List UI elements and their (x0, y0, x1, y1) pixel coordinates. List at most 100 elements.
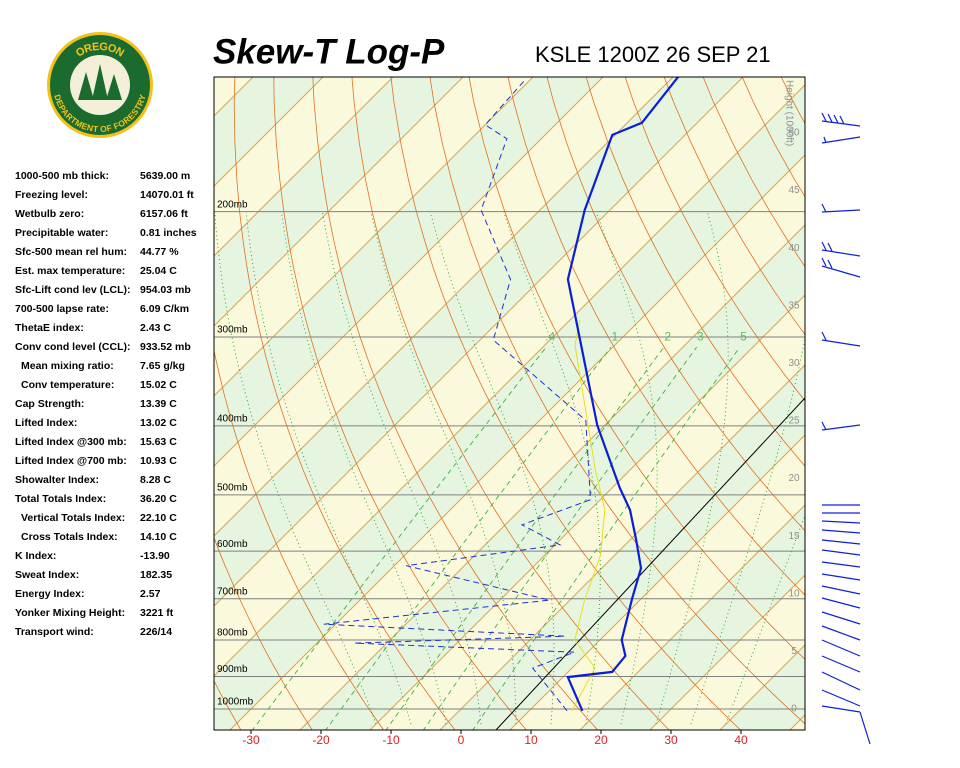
isotherm-band (790, 715, 805, 730)
isotherm (789, 714, 805, 730)
x-tick-label: 40 (734, 733, 748, 747)
height-tick-label: 10 (788, 588, 800, 599)
index-value: 5639.00 m (140, 170, 190, 182)
logo-top: OREGON (74, 41, 126, 60)
mixing-ratio-label: 2 (664, 329, 671, 343)
height-tick-label: 35 (788, 300, 800, 311)
index-label: Energy Index: (15, 588, 84, 600)
index-value: 8.28 C (140, 474, 171, 486)
index-value: 14.10 C (140, 531, 177, 543)
index-value: 7.65 g/kg (140, 360, 185, 372)
index-label: Sfc-500 mean rel hum: (15, 246, 127, 258)
isotherm (214, 77, 464, 327)
height-tick-label: 50 (788, 128, 800, 139)
index-label: Cross Totals Index: (21, 531, 118, 543)
index-label: Freezing level: (15, 189, 88, 201)
mixing-ratio-line (422, 346, 698, 730)
pressure-label: 400mb (217, 414, 248, 425)
isotherm (229, 154, 805, 730)
index-value: 13.39 C (140, 398, 177, 410)
moist-adiabat (245, 211, 412, 725)
isotherm (852, 0, 960, 738)
isotherm (649, 574, 805, 730)
index-value: 2.43 C (140, 322, 171, 334)
index-label: Sfc-Lift cond lev (LCL): (15, 284, 131, 296)
index-value: 22.10 C (140, 512, 177, 524)
x-tick-label: 20 (594, 733, 608, 747)
height-tick-label: 20 (788, 473, 800, 484)
index-value: 15.02 C (140, 379, 177, 391)
isotherm (369, 294, 805, 730)
indices-table: 1000-500 mb thick: 5639.00 m Freezing leve… (15, 170, 197, 638)
dry-adiabat (663, 77, 805, 336)
isotherm (214, 77, 394, 257)
pressure-label: 600mb (217, 539, 248, 550)
mixing-ratio-line (385, 346, 665, 730)
index-label: Lifted Index @300 mb: (15, 436, 127, 448)
index-label: Transport wind: (15, 626, 94, 638)
mixing-ratio-label: .4 (545, 329, 555, 343)
index-value: 954.03 mb (140, 284, 191, 296)
temperature-line (566, 77, 680, 712)
index-value: 0.81 inches (140, 227, 197, 239)
index-value: 10.93 C (140, 455, 177, 467)
x-tick-label: 0 (458, 733, 465, 747)
x-tick-label: -20 (312, 733, 330, 747)
pressure-label: 800mb (217, 628, 248, 639)
logo: OREGON DEPARTMENT OF FORESTRY (47, 32, 153, 138)
dry-adiabat (820, 0, 960, 739)
mixing-ratio-line (251, 346, 547, 730)
isotherm (214, 77, 744, 607)
moist-adiabat (503, 211, 601, 725)
dewpoint-line (323, 80, 592, 712)
index-value: 2.57 (140, 588, 161, 600)
dry-adiabat (546, 77, 805, 532)
index-label: Mean mixing ratio: (21, 360, 114, 372)
moist-adiabat (214, 211, 377, 725)
dry-adiabat (856, 0, 960, 739)
index-value: -13.90 (140, 550, 170, 562)
index-label: Conv temperature: (21, 379, 114, 391)
height-tick-label: 5 (791, 646, 797, 657)
index-label: ThetaE index: (15, 322, 84, 334)
index-label: Showalter Index: (15, 474, 99, 486)
wind-barbs (821, 112, 871, 745)
dry-adiabat (624, 77, 805, 402)
isotherm (214, 77, 604, 467)
index-value: 15.63 C (140, 436, 177, 448)
height-axis-label: Height (1000ft) (783, 80, 794, 146)
index-value: 44.77 % (140, 246, 179, 258)
isotherm-band (214, 77, 805, 676)
index-value: 6157.06 ft (140, 208, 188, 220)
x-tick-label: -10 (382, 733, 400, 747)
reference-line (495, 397, 805, 730)
dry-adiabat (585, 77, 805, 467)
moist-adiabat (429, 211, 555, 725)
pressure-label: 900mb (217, 664, 248, 675)
dry-adiabat (214, 679, 242, 730)
x-tick-label: 10 (524, 733, 538, 747)
height-tick-label: 25 (788, 416, 800, 427)
index-label: Cap Strength: (15, 398, 84, 410)
index-label: K Index: (15, 550, 56, 562)
wetbulb-line (571, 319, 606, 712)
mixing-ratio-line (472, 346, 741, 730)
index-label: Lifted Index @700 mb: (15, 455, 127, 467)
index-value: 13.02 C (140, 417, 177, 429)
isotherm (439, 364, 805, 730)
isotherm-band (214, 85, 805, 730)
index-label: Conv cond level (CCL): (15, 341, 131, 353)
dry-adiabat (928, 0, 960, 739)
index-label: 1000-500 mb thick: (15, 170, 109, 182)
index-value: 14070.01 ft (140, 189, 194, 201)
index-label: Precipitable water: (15, 227, 108, 239)
index-label: Total Totals Index: (15, 493, 106, 505)
dry-adiabat (783, 0, 960, 739)
height-tick-label: 15 (788, 531, 800, 542)
index-value: 6.09 C/km (140, 303, 189, 315)
index-label: Est. max temperature: (15, 265, 125, 277)
index-label: Yonker Mixing Height: (15, 607, 125, 619)
plot-area: .4 1 2 3 5 (214, 0, 960, 739)
index-label: Wetbulb zero: (15, 208, 84, 220)
